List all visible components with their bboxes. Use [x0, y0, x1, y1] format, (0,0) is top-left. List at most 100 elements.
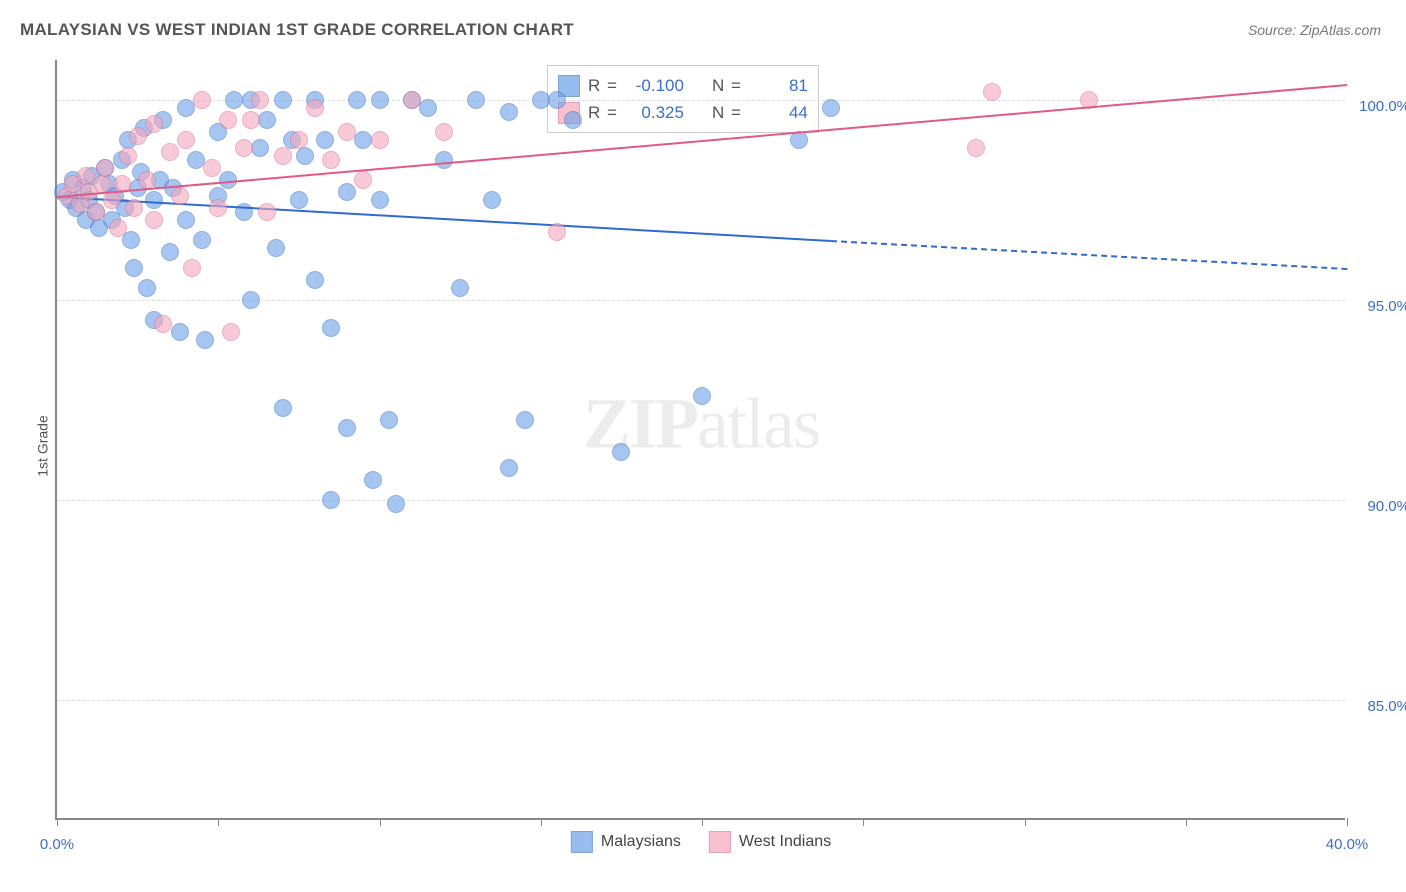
legend-item-malaysians: Malaysians	[571, 831, 681, 853]
data-point	[387, 495, 405, 513]
data-point	[274, 91, 292, 109]
data-point	[403, 91, 421, 109]
xtick-mark	[863, 818, 864, 826]
stat-row-westindians: R = 0.325 N = 44	[558, 99, 808, 126]
gridline-h	[57, 500, 1345, 501]
watermark-atlas: atlas	[697, 383, 819, 463]
data-point	[138, 171, 156, 189]
data-point	[193, 91, 211, 109]
ytick-label: 90.0%	[1367, 498, 1406, 515]
stat-r-label: R =	[588, 72, 618, 99]
data-point	[119, 147, 137, 165]
data-point	[371, 191, 389, 209]
data-point	[322, 319, 340, 337]
data-point	[967, 139, 985, 157]
data-point	[125, 259, 143, 277]
data-point	[290, 131, 308, 149]
watermark-zip: ZIP	[583, 383, 697, 463]
legend-label-malaysians: Malaysians	[601, 833, 681, 851]
legend-swatch-malaysians	[571, 831, 593, 853]
data-point	[93, 175, 111, 193]
stat-r-value-westindians: 0.325	[626, 99, 684, 126]
stat-row-malaysians: R = -0.100 N = 81	[558, 72, 808, 99]
data-point	[267, 239, 285, 257]
data-point	[129, 127, 147, 145]
plot-area: ZIPatlas R = -0.100 N = 81 R = 0.325 N =…	[55, 60, 1345, 820]
data-point	[171, 323, 189, 341]
xtick-mark	[218, 818, 219, 826]
legend: Malaysians West Indians	[571, 831, 831, 853]
data-point	[177, 131, 195, 149]
data-point	[516, 411, 534, 429]
data-point	[161, 143, 179, 161]
xtick-mark	[380, 818, 381, 826]
data-point	[258, 111, 276, 129]
data-point	[338, 123, 356, 141]
data-point	[219, 111, 237, 129]
data-point	[145, 191, 163, 209]
xtick-mark	[57, 818, 58, 826]
xtick-mark	[1347, 818, 1348, 826]
data-point	[548, 91, 566, 109]
data-point	[467, 91, 485, 109]
data-point	[451, 279, 469, 297]
data-point	[235, 139, 253, 157]
data-point	[203, 159, 221, 177]
data-point	[145, 211, 163, 229]
ytick-label: 100.0%	[1359, 98, 1406, 115]
data-point	[183, 259, 201, 277]
data-point	[548, 223, 566, 241]
data-point	[154, 315, 172, 333]
legend-swatch-westindians	[709, 831, 731, 853]
data-point	[500, 459, 518, 477]
stat-n-label: N =	[712, 72, 742, 99]
data-point	[693, 387, 711, 405]
chart-container: MALAYSIAN VS WEST INDIAN 1ST GRADE CORRE…	[0, 0, 1406, 892]
data-point	[274, 147, 292, 165]
data-point	[316, 131, 334, 149]
data-point	[419, 99, 437, 117]
data-point	[196, 331, 214, 349]
data-point	[87, 203, 105, 221]
data-point	[96, 159, 114, 177]
data-point	[338, 419, 356, 437]
stat-r-value-malaysians: -0.100	[626, 72, 684, 99]
data-point	[435, 151, 453, 169]
legend-label-westindians: West Indians	[739, 833, 831, 851]
data-point	[109, 219, 127, 237]
data-point	[354, 171, 372, 189]
xtick-mark	[1186, 818, 1187, 826]
data-point	[242, 111, 260, 129]
data-point	[138, 279, 156, 297]
xtick-mark	[541, 818, 542, 826]
data-point	[242, 291, 260, 309]
data-point	[222, 323, 240, 341]
y-axis-label: 1st Grade	[35, 415, 51, 476]
legend-item-westindians: West Indians	[709, 831, 831, 853]
stat-n-label: N =	[712, 99, 742, 126]
data-point	[564, 111, 582, 129]
ytick-label: 85.0%	[1367, 698, 1406, 715]
data-point	[371, 131, 389, 149]
data-point	[435, 123, 453, 141]
data-point	[306, 99, 324, 117]
data-point	[251, 91, 269, 109]
data-point	[822, 99, 840, 117]
data-point	[364, 471, 382, 489]
gridline-h	[57, 700, 1345, 701]
trend-line	[831, 240, 1347, 270]
data-point	[290, 191, 308, 209]
xtick-label: 0.0%	[40, 836, 74, 853]
data-point	[161, 243, 179, 261]
data-point	[483, 191, 501, 209]
xtick-mark	[702, 818, 703, 826]
stat-n-value-malaysians: 81	[750, 72, 808, 99]
data-point	[145, 115, 163, 133]
data-point	[371, 91, 389, 109]
source-label: Source: ZipAtlas.com	[1248, 22, 1381, 38]
data-point	[193, 231, 211, 249]
chart-title: MALAYSIAN VS WEST INDIAN 1ST GRADE CORRE…	[20, 20, 574, 40]
data-point	[258, 203, 276, 221]
data-point	[380, 411, 398, 429]
data-point	[322, 491, 340, 509]
